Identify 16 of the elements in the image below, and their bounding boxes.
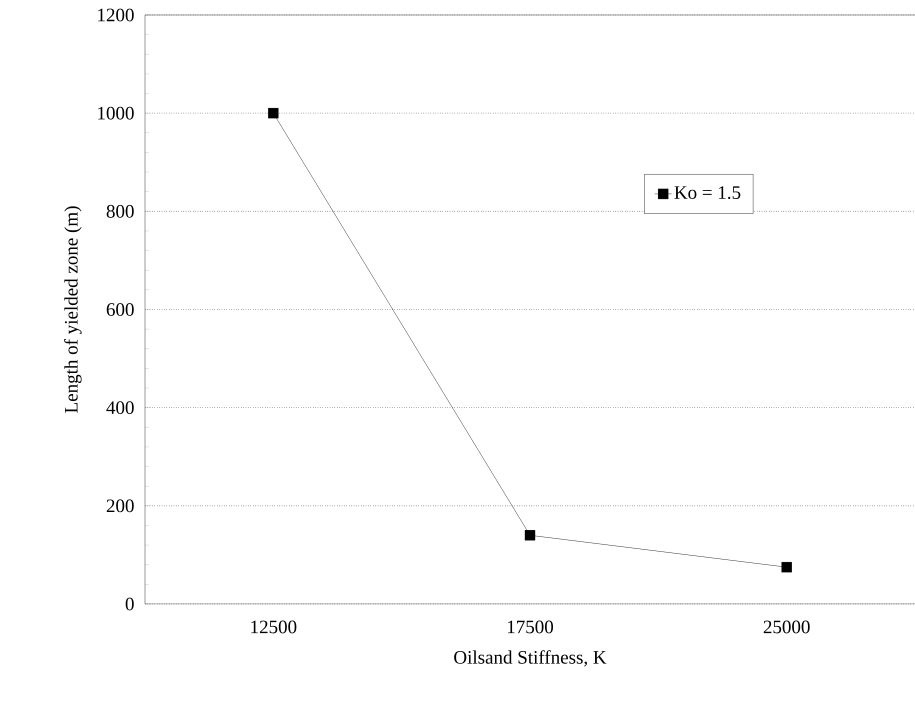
y-tick-label: 200 (106, 499, 134, 512)
y-tick-label: 0 (126, 598, 134, 610)
point (781, 562, 792, 572)
x-tick-label: 25000 (764, 620, 810, 634)
y-tick-label: 1000 (98, 106, 134, 120)
legend-label: Ko = 1.5 (674, 186, 740, 200)
x-tick-label: 12500 (251, 620, 296, 634)
y-axis-title: Length of yielded zone (m) (64, 206, 82, 413)
x-axis-title: Oilsand Stiffness, K (454, 650, 606, 666)
x-tick-label: 17500 (508, 620, 554, 634)
y-tick-label: 1200 (98, 8, 134, 22)
y-tick-label: 600 (106, 303, 134, 316)
point (524, 530, 536, 540)
point (268, 108, 279, 118)
y-tick-label: 400 (106, 401, 134, 414)
y-tick-label: 800 (106, 204, 134, 218)
